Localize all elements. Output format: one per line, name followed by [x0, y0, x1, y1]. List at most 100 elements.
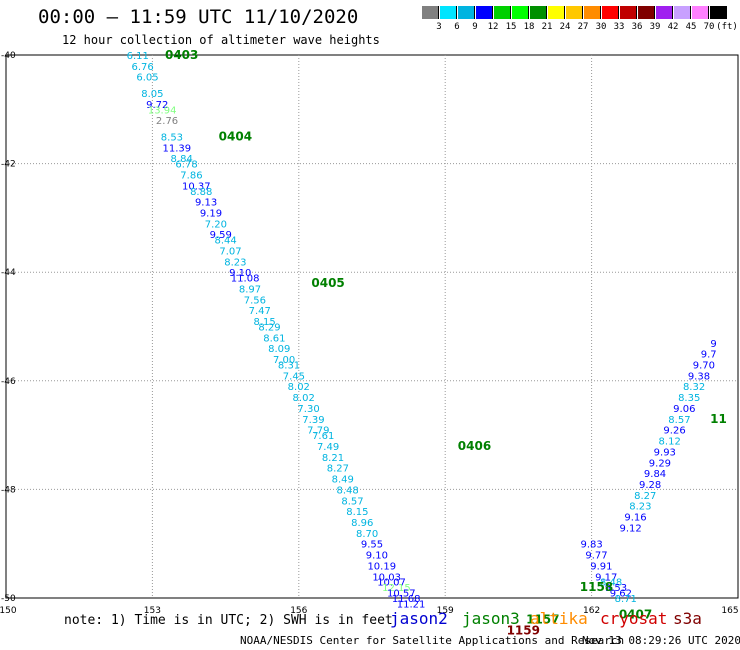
color-legend-label: 12	[487, 22, 499, 32]
data-point-label: 2.76	[156, 116, 178, 127]
data-point-label: 6.05	[136, 73, 158, 84]
color-legend-label: 21	[541, 22, 553, 32]
color-swatch	[602, 6, 619, 19]
data-point-label: 9.83	[580, 540, 602, 551]
color-legend-label: 3	[436, 22, 442, 32]
data-point-label: 8.09	[268, 344, 290, 355]
data-point-label: 8.44	[214, 236, 236, 247]
color-swatch	[656, 6, 673, 19]
time-label: 0403	[165, 48, 198, 62]
legend-jason2: jason2	[390, 609, 448, 628]
x-tick-label: 159	[437, 606, 454, 616]
color-legend-label: 42	[667, 22, 679, 32]
data-point-label: 9.7	[701, 350, 717, 361]
data-point-label: 8.35	[678, 393, 700, 404]
data-point-label: 7.49	[317, 442, 339, 453]
data-point-label: 9.91	[590, 561, 612, 572]
data-point-label: 9.12	[620, 523, 642, 534]
color-legend-label: 18	[523, 22, 535, 32]
data-point-label: 8.15	[254, 317, 276, 328]
time-label: 1159	[507, 624, 540, 638]
data-point-label: 8.96	[351, 518, 373, 529]
data-point-label: 9.84	[644, 469, 666, 480]
data-point-label: 8.49	[332, 475, 354, 486]
data-point-label: 8.23	[224, 257, 246, 268]
color-legend-label: 33	[613, 22, 625, 32]
color-legend-label: 6	[454, 22, 460, 32]
data-point-label: 8.71	[615, 594, 637, 605]
credit-line: NOAA/NESDIS Center for Satellite Applica…	[240, 634, 625, 647]
data-point-label: 8.57	[341, 496, 363, 507]
x-tick-label: 150	[0, 606, 17, 616]
data-point-label: 7.79	[307, 426, 329, 437]
data-point-label: 10.37	[182, 181, 211, 192]
legend-altika: altika	[530, 609, 588, 628]
color-legend-label: 30	[595, 22, 607, 32]
data-point-label: 8.21	[322, 453, 344, 464]
time-label: 0404	[219, 129, 252, 143]
data-point-label: 9.77	[585, 551, 607, 562]
data-point-label: 9.72	[146, 100, 168, 111]
data-point-label: 8.27	[327, 464, 349, 475]
data-point-label: 8.29	[258, 323, 280, 334]
time-label: 0406	[458, 439, 491, 453]
data-point-label: 10.03	[372, 572, 401, 583]
data-point-label: 9.55	[361, 540, 383, 551]
data-point-label: 11.21	[397, 599, 426, 610]
data-point-label: 8.02	[288, 382, 310, 393]
data-point-label: 7.07	[219, 246, 241, 257]
data-point-label: 6.11	[127, 51, 149, 62]
color-swatch	[458, 6, 475, 19]
data-point-label: 8.27	[634, 491, 656, 502]
data-point-label: 11.39	[162, 143, 191, 154]
y-tick-label: -40	[1, 51, 16, 61]
color-swatch	[566, 6, 583, 19]
data-point-label: 9.59	[210, 230, 232, 241]
data-point-label: 11.08	[231, 274, 260, 285]
color-swatch	[674, 6, 691, 19]
data-point-label: 9.06	[673, 404, 695, 415]
color-swatch	[584, 6, 601, 19]
data-point-label: 10.57	[387, 589, 416, 600]
time-label: 11	[710, 412, 727, 426]
data-point-label: 8.97	[239, 284, 261, 295]
data-point-label: 7.56	[244, 295, 266, 306]
data-point-label: 9.10	[366, 551, 388, 562]
data-point-label: 8.23	[629, 502, 651, 513]
color-legend-label: 15	[505, 22, 517, 32]
data-point-label: 7.61	[312, 431, 334, 442]
x-tick-label: 153	[144, 606, 161, 616]
data-point-label: 9.17	[595, 572, 617, 583]
data-point-label: 9.29	[649, 458, 671, 469]
color-legend-label: (ft)	[716, 22, 738, 32]
color-legend-label: 9	[472, 22, 478, 32]
color-legend-label: 24	[559, 22, 571, 32]
data-point-label: 7.00	[273, 355, 295, 366]
data-point-label: 9.62	[610, 589, 632, 600]
time-label: 1157	[526, 613, 559, 627]
color-swatch	[494, 6, 511, 19]
data-point-label: 7.30	[297, 404, 319, 415]
data-point-label: 12.15	[382, 583, 411, 594]
data-point-label: 9.38	[688, 371, 710, 382]
time-label: 0405	[311, 276, 344, 290]
color-swatch	[638, 6, 655, 19]
x-tick-label: 162	[583, 606, 600, 616]
data-point-label: 7.47	[249, 306, 271, 317]
data-point-label: 8.84	[171, 154, 193, 165]
y-tick-label: -46	[1, 377, 16, 387]
data-point-label: 8.61	[263, 333, 285, 344]
color-swatch	[620, 6, 637, 19]
data-point-label: 6.78	[175, 160, 197, 171]
data-point-label: 8.12	[659, 437, 681, 448]
color-swatch	[476, 6, 493, 19]
color-swatch	[548, 6, 565, 19]
data-point-label: 9.28	[639, 480, 661, 491]
color-swatch	[440, 6, 457, 19]
data-point-label: 9.93	[654, 447, 676, 458]
color-swatch	[710, 6, 727, 19]
y-tick-label: -42	[1, 160, 16, 170]
data-point-label: 8.70	[356, 529, 378, 540]
